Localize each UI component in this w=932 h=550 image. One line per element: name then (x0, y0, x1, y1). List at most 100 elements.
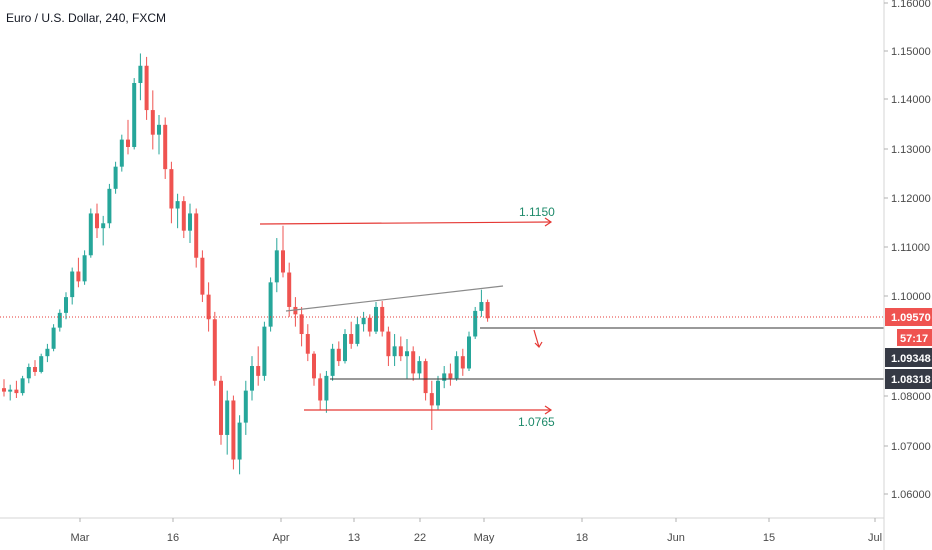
candle-body (256, 366, 261, 376)
candle-body (374, 306, 378, 332)
candle-body (361, 317, 366, 325)
y-tick-label: 1.07000 (891, 441, 931, 453)
candle (88, 208, 93, 258)
candle-body (423, 361, 428, 394)
candle (163, 117, 168, 179)
candle (485, 299, 490, 322)
target-down-label: 1.0765 (518, 415, 555, 429)
x-axis[interactable]: Mar 16 Apr 13 22 May 18 Jun 15 Jul (71, 518, 883, 544)
candle (479, 289, 484, 317)
candle-body (386, 331, 391, 357)
candle (250, 356, 254, 401)
candle-body (274, 250, 279, 283)
candle-body (485, 302, 490, 319)
candle-body (188, 213, 192, 231)
arrow-up-target (544, 217, 553, 227)
candle-body (14, 389, 19, 394)
candle-body (312, 353, 316, 379)
candle (237, 415, 242, 475)
candle-body (194, 213, 199, 258)
candle-body (200, 257, 205, 295)
candle-body (76, 271, 81, 282)
level-tag-upper: 1.09348 (885, 348, 932, 367)
candle-body (479, 302, 484, 311)
candle-body (88, 213, 93, 256)
candle (119, 134, 124, 172)
candle-body (336, 348, 341, 362)
candle (181, 196, 186, 239)
candle (256, 346, 261, 386)
candle (312, 351, 316, 386)
candle (212, 311, 217, 386)
candle (423, 358, 428, 401)
candle (169, 161, 174, 224)
candle-body (231, 400, 236, 460)
x-tick-label: Jul (868, 532, 882, 544)
candle-body (417, 361, 422, 374)
candle (460, 348, 465, 376)
candle (380, 301, 385, 337)
candle-body (132, 82, 137, 147)
resistance-line (259, 221, 552, 225)
candle (101, 215, 106, 246)
x-tick-label: 15 (763, 532, 775, 544)
arrow-down-target (544, 405, 553, 415)
candle-body (212, 319, 217, 381)
candle-body (243, 390, 248, 423)
candle (355, 316, 360, 347)
y-axis[interactable]: 1.16000 1.15000 1.14000 1.13000 1.12000 1.110… (884, 0, 931, 501)
candle (132, 78, 137, 150)
svg-text:1.08318: 1.08318 (891, 374, 931, 386)
candle-body (70, 271, 75, 298)
candle-body (237, 422, 242, 460)
candle (51, 324, 56, 352)
candle-body (442, 373, 447, 381)
current-price-tag: 1.09570 (885, 308, 932, 326)
candle-body (138, 65, 143, 83)
candle (374, 302, 378, 335)
candle (436, 375, 440, 411)
candle (268, 277, 273, 332)
candle (82, 250, 87, 285)
candle-body (349, 334, 354, 344)
candle (39, 353, 44, 374)
candle (442, 366, 447, 389)
candle-body (293, 306, 298, 315)
candle (113, 161, 118, 194)
candle-body (144, 65, 149, 111)
candle (299, 306, 304, 347)
candle (429, 380, 434, 431)
x-tick-label: May (474, 532, 495, 544)
candle-body (8, 389, 13, 392)
candle (2, 379, 6, 397)
candle (150, 90, 155, 150)
candle (392, 334, 397, 367)
svg-text:1.09570: 1.09570 (891, 312, 931, 324)
candle-body (64, 297, 68, 313)
candle (448, 363, 453, 386)
countdown-tag: 57:17 (897, 329, 932, 346)
x-tick-label: Apr (272, 532, 289, 544)
candle-body (101, 223, 106, 229)
candle-body (119, 139, 124, 167)
candle-body (107, 188, 112, 224)
candle (287, 262, 292, 317)
level-tag-lower: 1.08318 (885, 369, 932, 389)
x-tick-label: Jun (667, 532, 685, 544)
y-tick-label: 1.15000 (891, 46, 931, 58)
candle (76, 257, 81, 288)
candle (33, 360, 37, 376)
candle-body (281, 250, 285, 273)
x-tick-label: 16 (167, 532, 179, 544)
candle (405, 338, 409, 379)
candle-body (367, 317, 372, 332)
candle (57, 309, 62, 332)
candle (200, 250, 205, 303)
candle-body (473, 310, 478, 337)
candle-body (45, 348, 50, 357)
candle (175, 193, 180, 229)
candle (417, 356, 422, 379)
drawings-group (0, 217, 884, 415)
candle (318, 373, 323, 411)
